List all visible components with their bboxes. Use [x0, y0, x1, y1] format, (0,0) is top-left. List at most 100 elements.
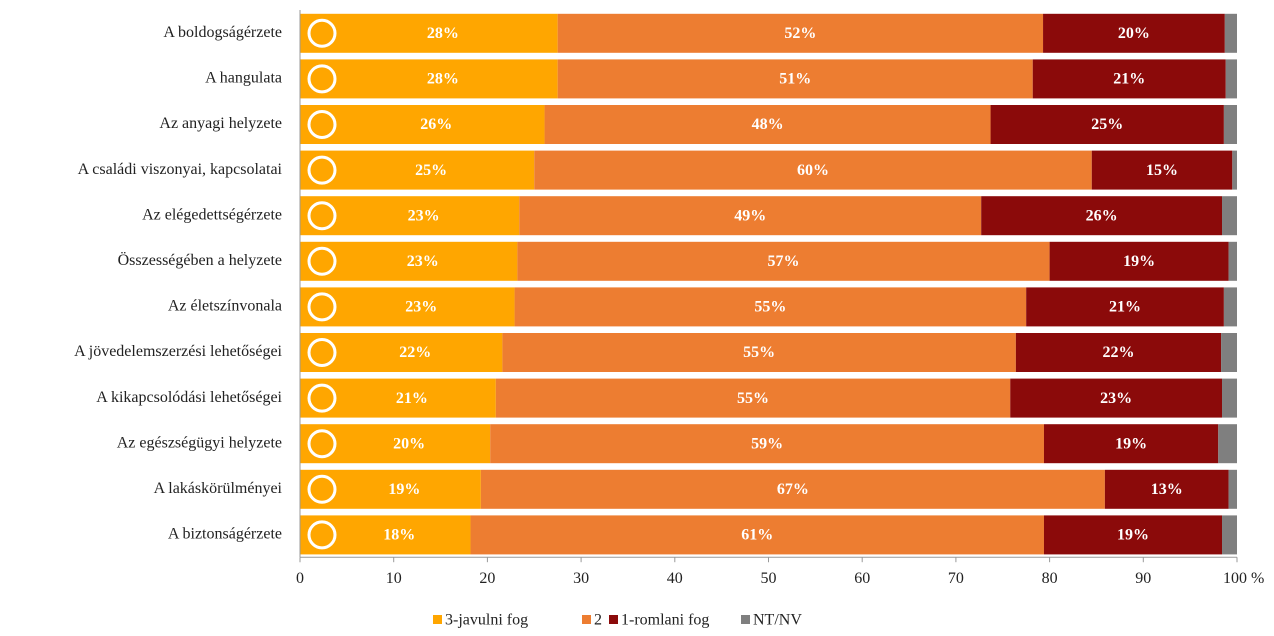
value-label: 61%: [741, 527, 773, 544]
value-label: 21%: [396, 390, 428, 407]
value-label: 51%: [779, 71, 811, 88]
value-label: 19%: [1117, 527, 1149, 544]
bar-segment: [470, 515, 1044, 555]
icon: [307, 474, 337, 504]
value-label: 13%: [1151, 481, 1183, 498]
bar-segment: [557, 59, 1033, 99]
bar-segment: [300, 59, 558, 99]
value-label: 15%: [1146, 162, 1178, 179]
bar-segment: [1228, 469, 1237, 509]
x-tick-label: 70: [948, 570, 964, 587]
value-label: 48%: [752, 116, 784, 133]
value-label: 23%: [1100, 390, 1132, 407]
category-label: A biztonságérzete: [168, 526, 282, 543]
category-label: Az anyagi helyzete: [159, 115, 282, 132]
value-label: 28%: [427, 25, 459, 42]
bar-segment: [1043, 13, 1225, 53]
bar-segment: [1043, 515, 1223, 555]
bar-segment: [534, 150, 1092, 190]
x-tick-label: 40: [667, 570, 683, 587]
bar-segment: [1223, 105, 1237, 144]
icon: [307, 338, 337, 367]
value-label: 60%: [797, 162, 829, 179]
value-label: 23%: [407, 253, 439, 270]
icon: [307, 155, 337, 185]
x-tick-label: 20: [479, 570, 495, 587]
icon: [307, 64, 337, 94]
bar-segment: [300, 378, 496, 418]
x-tick-label: 100 %: [1223, 570, 1264, 587]
value-label: 18%: [383, 527, 415, 544]
value-label: 67%: [777, 481, 809, 498]
icon: [307, 201, 337, 231]
value-label: 23%: [408, 207, 440, 224]
bar-segment: [1049, 241, 1229, 281]
x-tick-label: 50: [761, 570, 777, 587]
bar-segment: [300, 13, 558, 53]
icon: [307, 246, 337, 276]
value-label: 52%: [784, 25, 816, 42]
bar-segment: [495, 378, 1011, 418]
bar-segment: [1010, 378, 1223, 418]
bar-segment: [1032, 59, 1226, 99]
legend-label: 1-romlani fog: [621, 612, 709, 629]
icon: [307, 18, 337, 48]
bar-segment: [1222, 515, 1237, 555]
bar-segment: [1221, 333, 1237, 372]
legend-label: 2: [594, 612, 602, 629]
value-label: 21%: [1109, 299, 1141, 316]
bar-segment: [1223, 287, 1237, 327]
bar-segment: [300, 105, 545, 144]
value-label: 55%: [737, 390, 769, 407]
category-label: Az egészségügyi helyzete: [117, 434, 282, 451]
value-label: 20%: [393, 435, 425, 452]
value-label: 28%: [427, 71, 459, 88]
value-label: 19%: [1115, 435, 1147, 452]
value-label: 19%: [388, 481, 420, 498]
value-label: 57%: [767, 253, 799, 270]
x-tick-label: 60: [854, 570, 870, 587]
bar-segment: [1104, 469, 1229, 509]
value-label: 22%: [1102, 344, 1134, 361]
value-label: 26%: [420, 116, 452, 133]
category-label: Az életszínvonala: [168, 298, 282, 315]
bar-segment: [514, 287, 1027, 327]
bar-segment: [1228, 241, 1237, 281]
icon: [307, 520, 337, 550]
icon: [307, 110, 337, 139]
icon: [307, 429, 337, 459]
bar-segment: [1222, 378, 1237, 418]
bar-segment: [519, 196, 982, 236]
bar-segment: [300, 196, 520, 236]
bar-segment: [1225, 59, 1237, 99]
legend-swatch: [582, 615, 591, 624]
bar-segment: [502, 333, 1016, 372]
value-label: 23%: [405, 299, 437, 316]
bar-segment: [300, 469, 481, 509]
value-label: 25%: [1091, 116, 1123, 133]
bar-segment: [300, 150, 535, 190]
legend-swatch: [741, 615, 750, 624]
bar-segment: [1224, 13, 1237, 53]
bar-segment: [1026, 287, 1224, 327]
value-label: 19%: [1123, 253, 1155, 270]
bar-segment: [1222, 196, 1237, 236]
category-label: A hangulata: [205, 70, 282, 87]
bar-segment: [1091, 150, 1233, 190]
bar-segment: [557, 13, 1044, 53]
bar-segment: [990, 105, 1224, 144]
legend-swatch: [609, 615, 618, 624]
bar-segment: [1232, 150, 1237, 190]
value-label: 49%: [734, 207, 766, 224]
icon: [307, 292, 337, 322]
bar-segment: [1043, 424, 1219, 464]
bar-segment: [480, 469, 1105, 509]
bar-segment: [517, 241, 1050, 281]
x-tick-label: 10: [386, 570, 402, 587]
value-label: 26%: [1086, 207, 1118, 224]
category-label: A boldogságérzete: [163, 24, 282, 41]
legend-swatch: [433, 615, 442, 624]
bar-segment: [544, 105, 991, 144]
